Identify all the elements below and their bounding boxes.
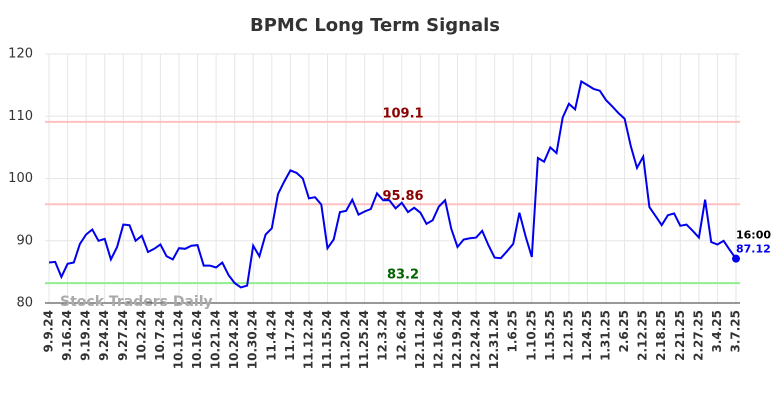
x-tick-label: 9.9.24 [42,310,56,353]
x-tick-label: 2.6.25 [617,310,631,353]
x-tick-label: 10.30.24 [246,310,260,369]
x-tick-label: 9.27.24 [116,310,130,361]
x-tick-label: 2.12.25 [636,310,650,361]
x-tick-label: 12.31.24 [487,310,501,369]
x-tick-label: 9.19.24 [79,310,93,361]
last-time: 16:00 [736,229,771,242]
x-tick-label: 2.18.25 [654,310,668,361]
y-tick-label: 80 [16,296,33,311]
last-value: 87.12 [736,243,771,256]
x-tick-label: 10.21.24 [209,310,223,369]
x-tick-label: 11.4.24 [264,310,278,361]
x-tick-label: 12.24.24 [469,310,483,369]
price-line [48,79,737,289]
x-tick-label: 9.24.24 [97,310,111,361]
x-tick-label: 1.31.25 [599,310,613,361]
signal-label: 83.2 [387,268,419,283]
watermark: Stock Traders Daily [60,294,213,310]
x-tick-label: 10.16.24 [190,310,204,369]
x-tick-label: 1.6.25 [506,310,520,353]
x-tick-label: 12.11.24 [413,310,427,369]
x-tick-label: 1.21.25 [561,310,575,361]
x-tick-label: 2.27.25 [691,310,705,361]
x-tick-label: 11.25.24 [357,310,371,369]
x-tick-label: 11.7.24 [283,310,297,361]
y-tick-label: 100 [8,171,33,186]
x-tick-label: 11.12.24 [301,310,315,369]
x-tick-label: 1.15.25 [543,310,557,361]
x-tick-label: 3.7.25 [729,310,743,353]
y-tick-label: 90 [16,233,33,248]
x-tick-label: 12.3.24 [376,310,390,361]
x-tick-label: 10.2.24 [134,310,148,361]
signal-label: 109.1 [382,106,423,121]
x-tick-label: 1.24.25 [580,310,594,361]
signal-label: 95.86 [382,189,423,204]
x-tick-label: 11.15.24 [320,310,334,369]
x-tick-label: 10.11.24 [171,310,185,369]
x-tick-label: 10.24.24 [227,310,241,369]
x-tick-label: 2.21.25 [673,310,687,361]
x-tick-label: 9.16.24 [60,310,74,361]
x-tick-label: 3.4.25 [710,310,724,353]
x-tick-label: 12.16.24 [431,310,445,369]
y-tick-label: 120 [8,47,33,62]
x-tick-label: 10.7.24 [153,310,167,361]
chart-title: BPMC Long Term Signals [250,15,500,36]
x-tick-label: 11.20.24 [339,310,353,369]
x-tick-label: 12.6.24 [394,310,408,361]
x-tick-label: 1.10.25 [524,310,538,361]
x-tick-label: 12.19.24 [450,310,464,369]
y-tick-label: 110 [8,109,33,124]
last-point [732,254,740,263]
